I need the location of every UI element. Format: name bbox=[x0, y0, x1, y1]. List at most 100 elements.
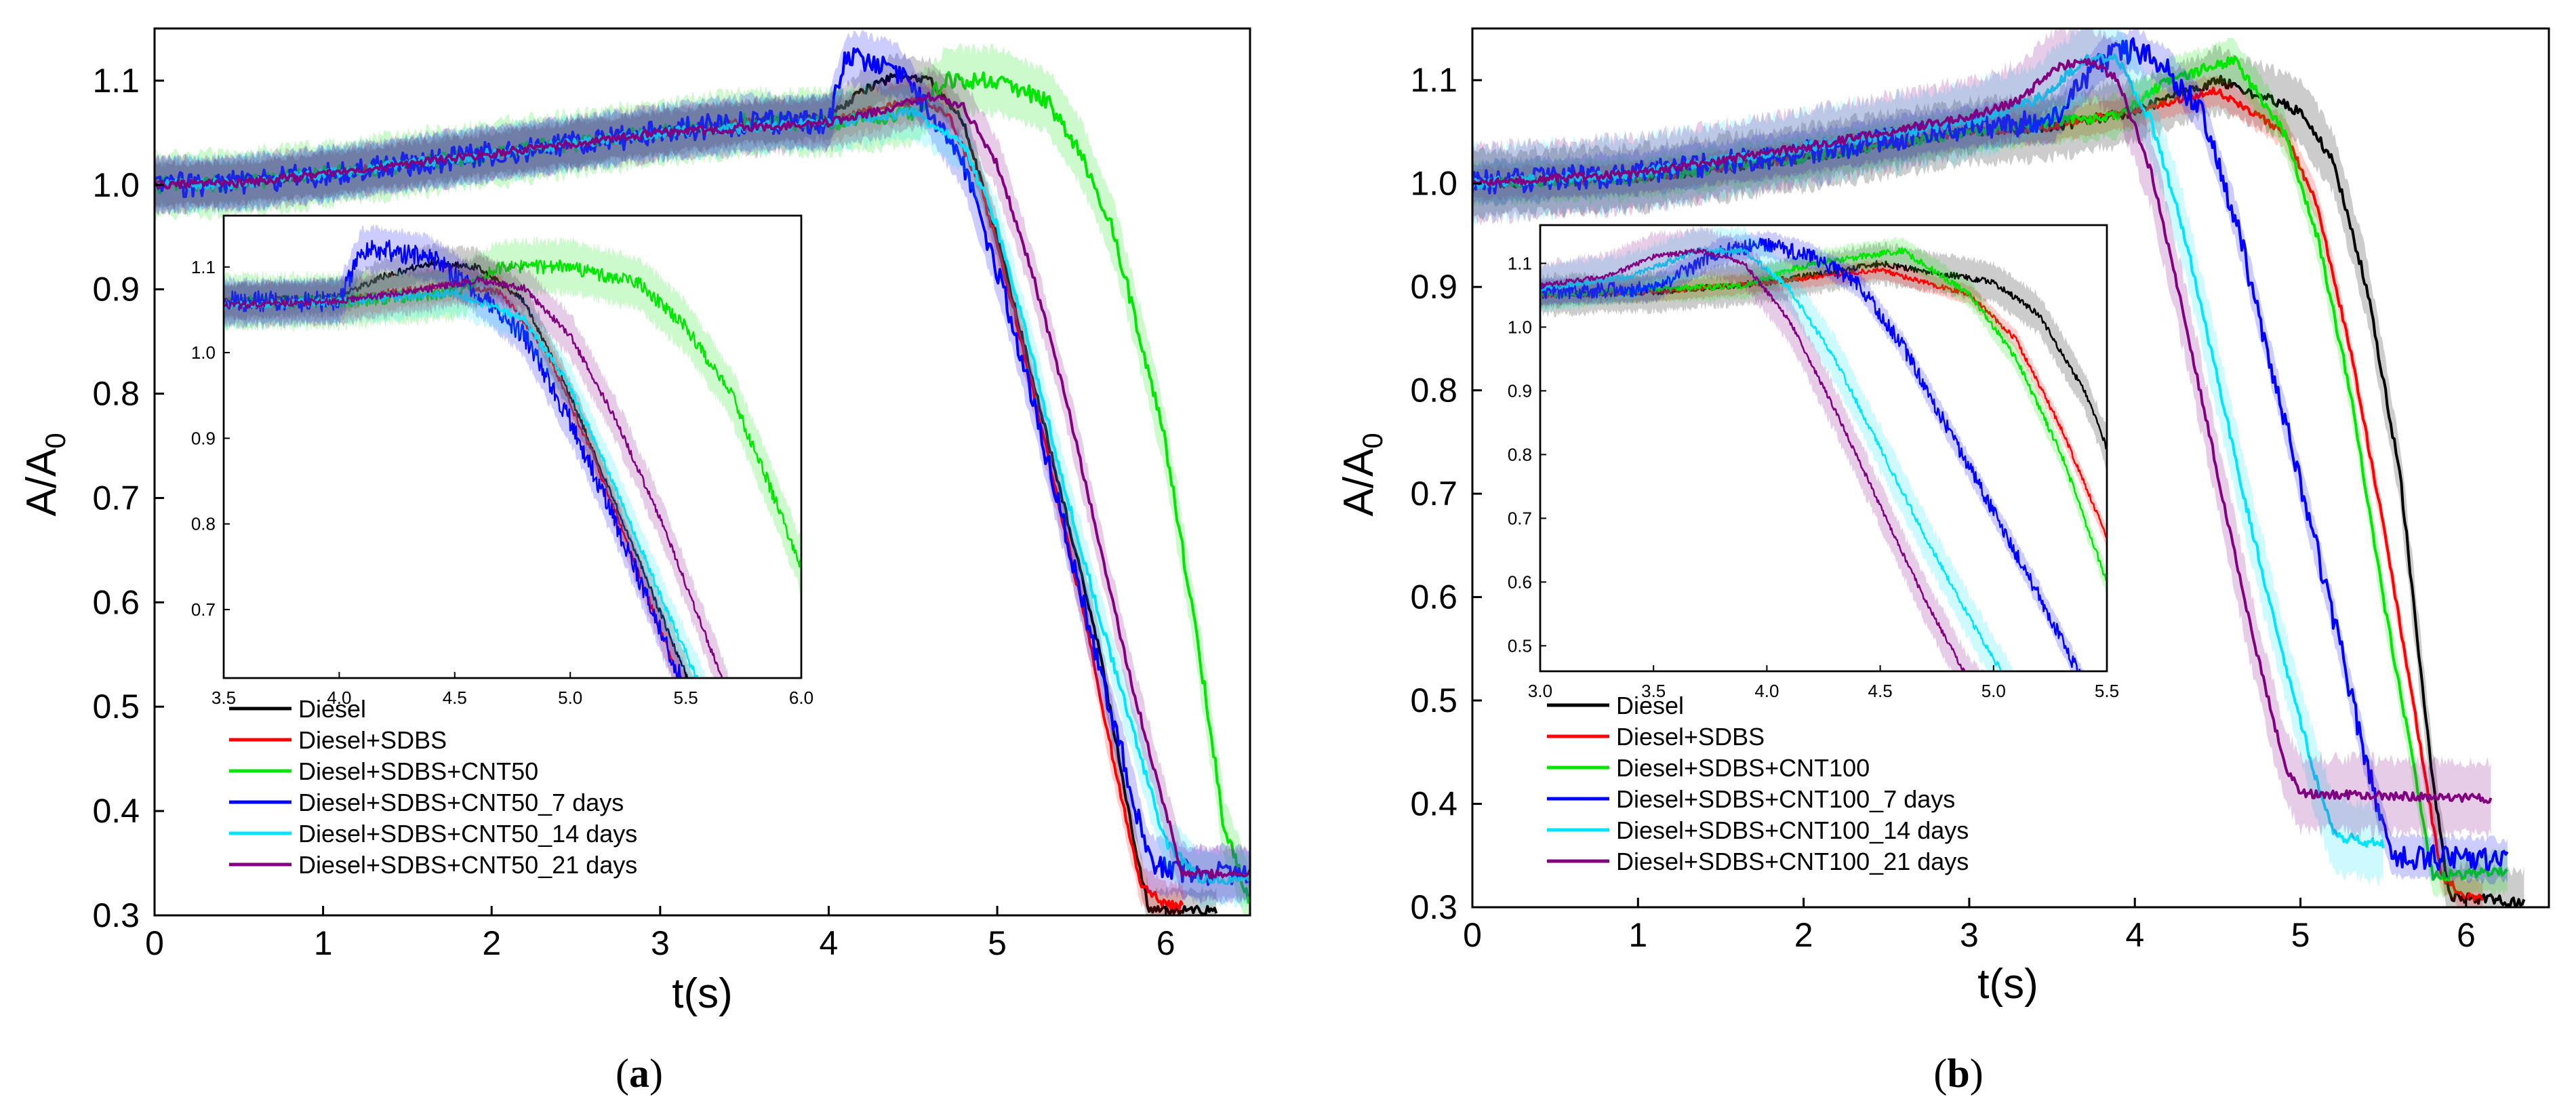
x-tick-label: 0 bbox=[1463, 916, 1482, 954]
series-line bbox=[1540, 237, 2081, 671]
legend-entry: Diesel+SDBS+CNT50_14 days bbox=[298, 820, 637, 848]
y-tick-label: 1.0 bbox=[1410, 165, 1457, 203]
series-line bbox=[1540, 247, 1966, 671]
series-group bbox=[155, 29, 1250, 915]
inset-y-tick-label: 0.5 bbox=[1508, 635, 1532, 656]
inset-x-tick-label: 5.5 bbox=[674, 688, 698, 708]
y-tick-label: 0.6 bbox=[1410, 578, 1457, 616]
panel-label-letter: b bbox=[1947, 1051, 1969, 1096]
y-tick-label: 0.8 bbox=[92, 375, 140, 413]
legend: Diesel Diesel+SDBS Diesel+SDBS+CNT100 Diese… bbox=[1547, 692, 1969, 875]
y-tick-label: 0.6 bbox=[92, 583, 140, 621]
inset-x-tick-label: 3.5 bbox=[1641, 681, 1666, 701]
legend-entry: Diesel+SDBS bbox=[298, 726, 447, 754]
inset-x-tick-label: 3.0 bbox=[1528, 681, 1552, 701]
legend-entry: Diesel+SDBS+CNT100_7 days bbox=[1616, 785, 1955, 813]
legend-entry: Diesel+SDBS+CNT50_21 days bbox=[298, 851, 637, 879]
legend-entry: Diesel+SDBS+CNT50_7 days bbox=[298, 789, 624, 816]
inset-y-tick-label: 1.0 bbox=[191, 342, 216, 363]
legend-entry: Diesel bbox=[298, 695, 366, 723]
series-band bbox=[224, 236, 801, 595]
legend-entry: Diesel+SDBS+CNT100 bbox=[1616, 754, 1870, 782]
plot-frame bbox=[1471, 27, 2550, 909]
inset-x-tick-label: 6.0 bbox=[789, 688, 813, 708]
x-tick-label: 1 bbox=[314, 924, 333, 962]
series-line bbox=[1540, 246, 2003, 671]
series-line bbox=[1472, 37, 2509, 871]
inset-x-tick-label: 3.5 bbox=[212, 688, 236, 708]
y-tick-label: 0.4 bbox=[1410, 785, 1457, 823]
y-axis-label-main: A/A bbox=[18, 448, 65, 517]
y-tick-label: 1.1 bbox=[92, 62, 140, 100]
x-axis-label: t(s) bbox=[672, 970, 733, 1017]
inset-y-tick-label: 0.9 bbox=[191, 428, 216, 448]
inset-y-tick-label: 0.7 bbox=[191, 599, 216, 620]
inset-y-tick-label: 1.1 bbox=[1508, 253, 1532, 273]
y-tick-label: 0.8 bbox=[1410, 372, 1457, 410]
panel-b: 0 1 2 3 4 5 60.30.40.50.60.70.80.91.01.1A/A0t(… bbox=[1335, 27, 2550, 1096]
x-tick-label: 0 bbox=[145, 924, 164, 962]
series-group bbox=[1472, 28, 2526, 907]
inset-border bbox=[1539, 224, 2108, 673]
inset-series-group bbox=[224, 224, 801, 678]
y-axis-label-main: A/A bbox=[1335, 448, 1382, 517]
inset-x-tick-label: 5.0 bbox=[558, 688, 582, 708]
x-tick-label: 6 bbox=[2457, 916, 2476, 954]
series-band bbox=[155, 83, 1250, 910]
panel-label-paren: ( bbox=[1933, 1051, 1947, 1096]
panel-label: (a) bbox=[616, 1051, 663, 1096]
y-tick-label: 0.9 bbox=[1410, 268, 1457, 306]
x-tick-label: 2 bbox=[482, 924, 501, 962]
y-axis-label-subscript: 0 bbox=[1356, 433, 1388, 448]
plot-frame bbox=[153, 27, 1251, 917]
series-band bbox=[1540, 225, 2017, 671]
y-axis-label: A/A0 bbox=[1335, 433, 1388, 516]
legend-entry: Diesel+SDBS+CNT50 bbox=[298, 757, 538, 785]
panel-label-paren: ) bbox=[1970, 1051, 1984, 1096]
inset-x-tick-label: 4.0 bbox=[1754, 681, 1779, 701]
inset-x-tick-label: 4.5 bbox=[1868, 681, 1893, 701]
inset: 3.5 4.0 4.5 5.0 5.5 6.0 0.7 0.8 0.9 1.0 1.1 bbox=[191, 214, 813, 708]
inset-y-tick-label: 0.7 bbox=[1508, 508, 1532, 528]
y-tick-label: 0.3 bbox=[1410, 888, 1457, 926]
panel-label-paren: ( bbox=[616, 1051, 629, 1096]
y-tick-label: 0.5 bbox=[92, 688, 140, 726]
panel-a: 0 1 2 3 4 5 60.30.40.50.60.70.80.91.01.1A/A0t(… bbox=[18, 27, 1251, 1096]
legend: Diesel Diesel+SDBS Diesel+SDBS+CNT50 Diesel… bbox=[229, 695, 637, 879]
inset-y-tick-label: 0.6 bbox=[1508, 572, 1532, 592]
series-band bbox=[224, 267, 708, 678]
inset-y-tick-label: 0.8 bbox=[1508, 444, 1532, 464]
series-band bbox=[224, 254, 731, 678]
y-tick-label: 1.1 bbox=[1410, 61, 1457, 99]
inset-y-tick-label: 1.0 bbox=[1508, 317, 1532, 337]
x-tick-label: 5 bbox=[988, 924, 1007, 962]
y-tick-label: 0.3 bbox=[92, 896, 140, 934]
y-tick-label: 0.7 bbox=[1410, 475, 1457, 513]
x-tick-label: 3 bbox=[651, 924, 670, 962]
panel-label-letter: a bbox=[629, 1051, 649, 1096]
inset-y-tick-label: 0.9 bbox=[1508, 380, 1532, 401]
x-tick-label: 1 bbox=[1628, 916, 1647, 954]
inset-x-tick-label: 4.5 bbox=[443, 688, 467, 708]
inset-y-tick-label: 1.1 bbox=[191, 257, 216, 277]
panel-label: (b) bbox=[1933, 1051, 1983, 1096]
x-tick-label: 4 bbox=[820, 924, 839, 962]
y-axis-label: A/A0 bbox=[18, 433, 71, 516]
series-band bbox=[1540, 241, 2107, 471]
series-line bbox=[1472, 58, 2493, 804]
inset-x-tick-label: 5.0 bbox=[1981, 681, 2006, 701]
y-tick-label: 0.4 bbox=[92, 792, 140, 830]
y-axis-label-subscript: 0 bbox=[39, 433, 71, 448]
inset: 3.0 3.5 4.0 4.5 5.0 5.5 0.5 0.6 0.7 0.8 0.9 1.0 1.1 bbox=[1508, 224, 2119, 701]
x-tick-label: 4 bbox=[2125, 916, 2144, 954]
x-tick-label: 6 bbox=[1156, 924, 1175, 962]
x-tick-label: 2 bbox=[1794, 916, 1813, 954]
y-tick-label: 0.7 bbox=[92, 479, 140, 517]
legend-entry: Diesel bbox=[1616, 692, 1684, 719]
legend-entry: Diesel+SDBS bbox=[1616, 723, 1765, 751]
series-band bbox=[224, 243, 696, 678]
inset-x-tick-label: 5.5 bbox=[2095, 681, 2119, 701]
inset-x-tick-label: 4.0 bbox=[327, 688, 351, 708]
y-tick-label: 0.9 bbox=[92, 271, 140, 309]
